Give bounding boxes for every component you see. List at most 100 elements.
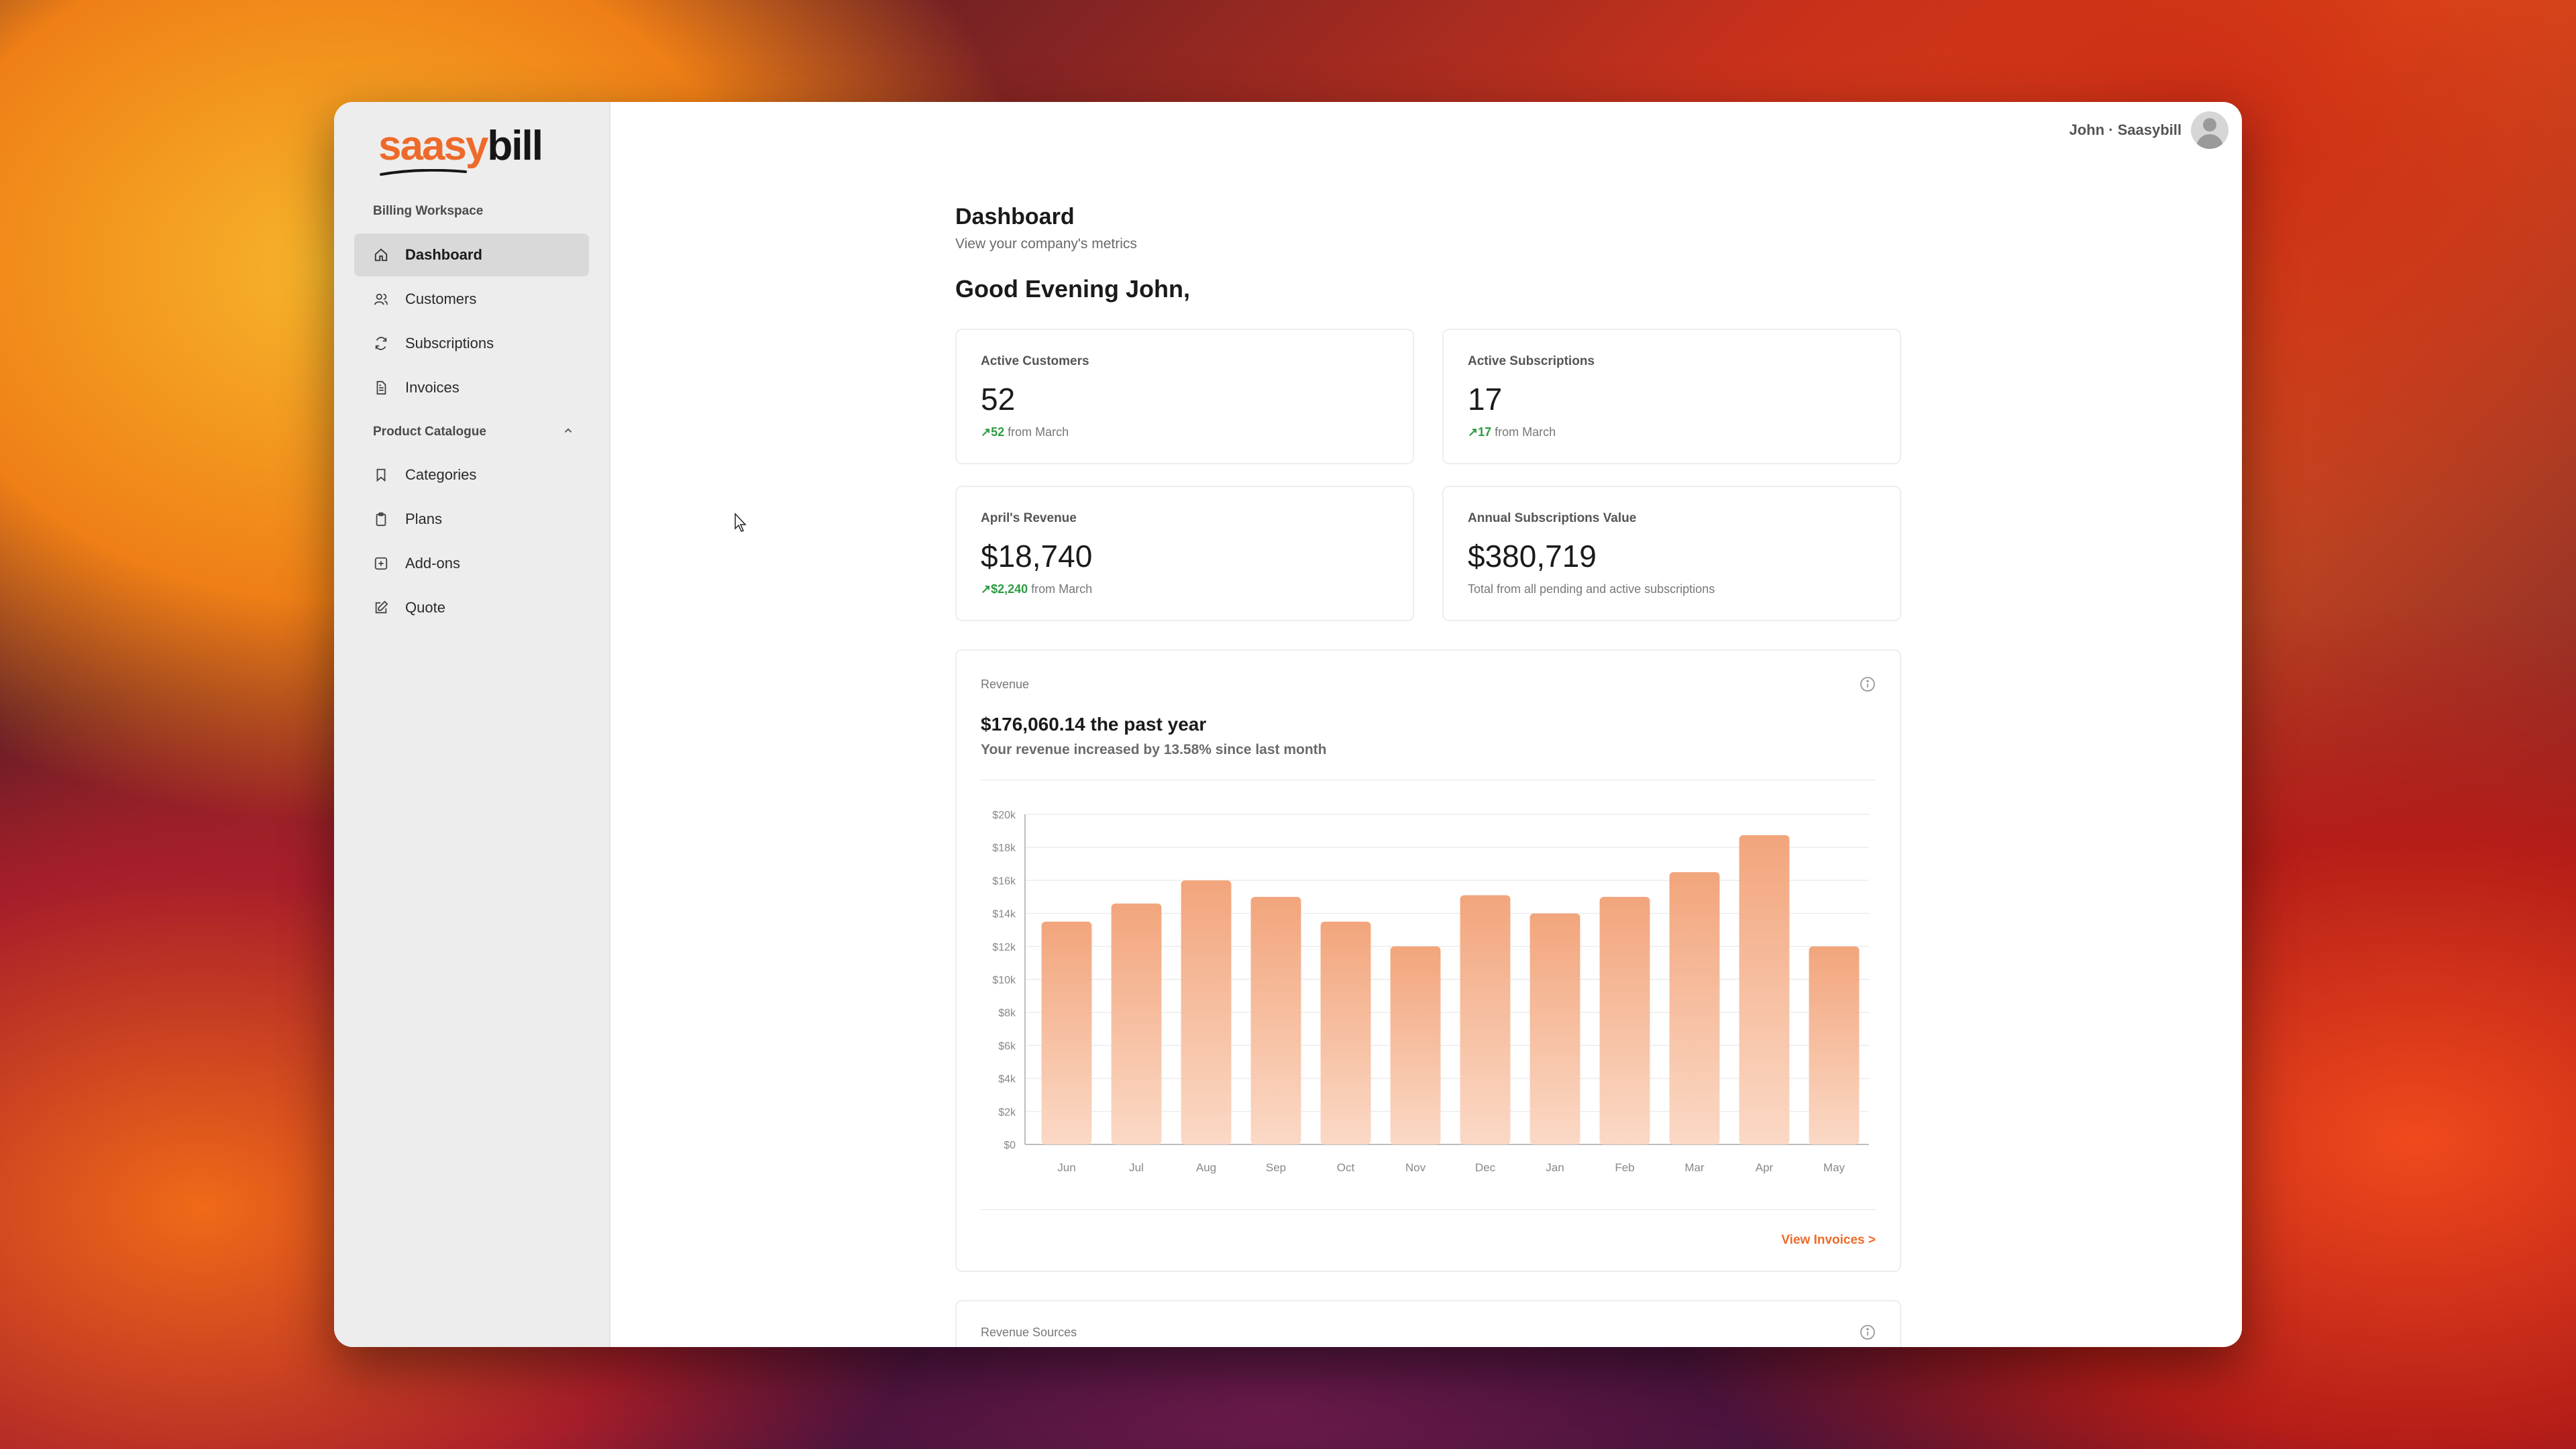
x-tick-label: Jun: [1057, 1161, 1075, 1174]
sidebar-item-label: Customers: [405, 290, 477, 307]
x-tick-label: Feb: [1615, 1161, 1634, 1174]
sidebar-item-add-ons[interactable]: Add-ons: [354, 542, 589, 585]
y-tick-label: $2k: [998, 1107, 1016, 1118]
revenue-label: Revenue: [981, 678, 1030, 691]
view-invoices-link[interactable]: View Invoices >: [1781, 1233, 1876, 1247]
metric-note: Total from all pending and active subscr…: [1468, 582, 1715, 596]
bar-jan[interactable]: [1529, 913, 1580, 1144]
bar-oct[interactable]: [1320, 921, 1371, 1144]
revenue-total: $176,060.14 the past year: [981, 714, 1207, 735]
metric-card-april-revenue: April's Revenue $18,740 ↗$2,240 from Mar…: [955, 486, 1414, 621]
user-menu[interactable]: John · Saasybill: [2070, 110, 2229, 150]
document-icon: [373, 380, 389, 396]
greeting: Good Evening John,: [955, 275, 1190, 303]
y-tick-label: $16k: [992, 875, 1016, 887]
plus-square-icon: [373, 555, 389, 572]
sidebar-item-label: Invoices: [405, 379, 460, 396]
divider: [981, 1209, 1876, 1210]
info-icon[interactable]: [1860, 1324, 1876, 1340]
sidebar: saasybill Billing Workspace Dashboard Cu…: [334, 102, 610, 1347]
page-subtitle: View your company's metrics: [955, 236, 1137, 252]
x-tick-label: Oct: [1337, 1161, 1355, 1174]
y-tick-label: $4k: [998, 1074, 1016, 1085]
bar-jul[interactable]: [1111, 903, 1162, 1144]
metric-card-active-subscriptions: Active Subscriptions 17 ↗17 from March: [1442, 329, 1901, 464]
bar-aug[interactable]: [1181, 880, 1232, 1144]
sidebar-item-label: Subscriptions: [405, 335, 494, 352]
sidebar-item-dashboard[interactable]: Dashboard: [354, 233, 589, 276]
divider: [981, 780, 1876, 781]
x-tick-label: Mar: [1684, 1161, 1705, 1174]
avatar[interactable]: [2191, 111, 2229, 149]
metric-label: Annual Subscriptions Value: [1468, 511, 1637, 525]
trend-up-icon: ↗: [981, 582, 991, 596]
sidebar-item-plans[interactable]: Plans: [354, 498, 589, 541]
y-tick-label: $14k: [992, 909, 1016, 920]
bar-mar[interactable]: [1669, 872, 1720, 1144]
sidebar-item-label: Dashboard: [405, 246, 482, 263]
sidebar-item-label: Quote: [405, 599, 445, 616]
revenue-change: Your revenue increased by 13.58% since l…: [981, 742, 1327, 757]
x-tick-label: Jul: [1129, 1161, 1144, 1174]
sidebar-item-categories[interactable]: Categories: [354, 453, 589, 496]
bar-may[interactable]: [1809, 946, 1860, 1144]
x-tick-label: Aug: [1196, 1161, 1216, 1174]
app-window: saasybill Billing Workspace Dashboard Cu…: [334, 102, 2242, 1347]
mouse-cursor-icon: [735, 513, 747, 532]
y-tick-label: $12k: [992, 942, 1016, 953]
bar-jun[interactable]: [1041, 921, 1092, 1144]
sidebar-item-invoices[interactable]: Invoices: [354, 366, 589, 409]
metric-value: 52: [981, 382, 1016, 417]
bar-apr[interactable]: [1739, 835, 1790, 1144]
logo-text-part1: saasy: [378, 123, 488, 169]
metric-label: April's Revenue: [981, 511, 1077, 525]
logo-swoosh-icon: [380, 169, 467, 176]
metric-delta: ↗52 from March: [981, 425, 1069, 439]
y-tick-label: $6k: [998, 1040, 1016, 1052]
section-label: Product Catalogue: [373, 425, 486, 439]
x-tick-label: Jan: [1546, 1161, 1564, 1174]
sidebar-item-customers[interactable]: Customers: [354, 278, 589, 321]
sidebar-item-subscriptions[interactable]: Subscriptions: [354, 322, 589, 365]
chevron-up-icon: [562, 425, 574, 440]
logo-text-part2: bill: [487, 123, 543, 169]
revenue-bar-chart: $0 $2k $4k $6k $8k $10k $12k $14k $16k $18k $20k Ju…: [992, 810, 1869, 1174]
bar-sep[interactable]: [1250, 897, 1301, 1144]
saasybill-logo[interactable]: saasybill: [378, 122, 543, 176]
revenue-card: Revenue $176,060.14 the past year Your r…: [955, 649, 1901, 1272]
edit-icon: [373, 600, 389, 616]
x-tick-label: Apr: [1756, 1161, 1774, 1174]
y-tick-label: $10k: [992, 975, 1016, 986]
refresh-icon: [373, 335, 389, 352]
metric-delta: ↗$2,240 from March: [981, 582, 1093, 596]
metric-label: Active Subscriptions: [1468, 354, 1595, 368]
revenue-sources-card: Revenue Sources: [955, 1300, 1901, 1347]
bar-feb[interactable]: [1599, 897, 1650, 1144]
revenue-sources-label: Revenue Sources: [981, 1326, 1077, 1339]
home-icon: [373, 247, 389, 263]
bar-dec[interactable]: [1460, 895, 1511, 1144]
metric-card-annual-subscriptions: Annual Subscriptions Value $380,719 Tota…: [1442, 486, 1901, 621]
sidebar-item-label: Categories: [405, 466, 477, 483]
product-catalogue-toggle[interactable]: Product Catalogue: [373, 419, 574, 445]
metric-value: 17: [1468, 382, 1503, 417]
trend-up-icon: ↗: [981, 425, 991, 439]
y-tick-label: $8k: [998, 1008, 1016, 1019]
trend-up-icon: ↗: [1468, 425, 1479, 439]
users-icon: [373, 291, 389, 307]
user-name: John · Saasybill: [2069, 121, 2182, 138]
metric-label: Active Customers: [981, 354, 1089, 368]
info-icon[interactable]: [1860, 676, 1876, 692]
workspace-label: Billing Workspace: [373, 204, 484, 218]
page-title: Dashboard: [955, 204, 1075, 229]
metric-card-active-customers: Active Customers 52 ↗52 from March: [955, 329, 1414, 464]
metric-delta: ↗17 from March: [1468, 425, 1556, 439]
metric-value: $380,719: [1468, 539, 1597, 574]
x-tick-label: Dec: [1475, 1161, 1496, 1174]
y-tick-label: $0: [1004, 1140, 1016, 1151]
sidebar-item-label: Plans: [405, 511, 443, 527]
bookmark-icon: [373, 467, 389, 483]
sidebar-item-quote[interactable]: Quote: [354, 586, 589, 629]
metric-value: $18,740: [981, 539, 1093, 574]
bar-nov[interactable]: [1390, 946, 1441, 1144]
